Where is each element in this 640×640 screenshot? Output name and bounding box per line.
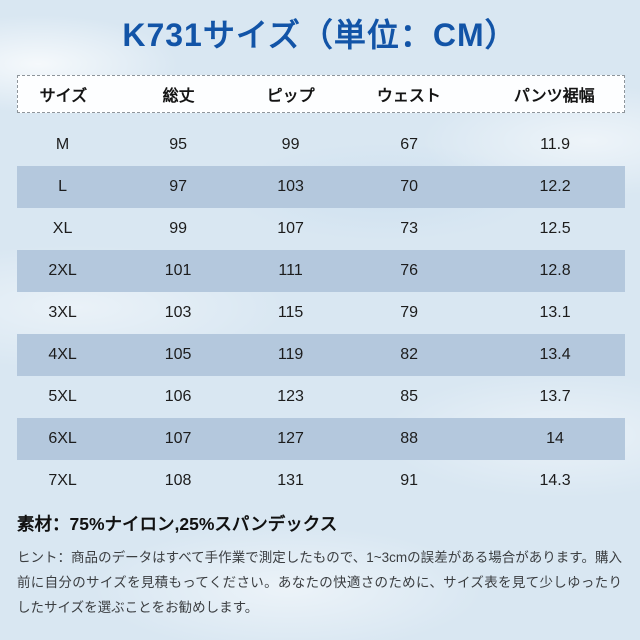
measurement-cell: 13.7 <box>539 388 571 405</box>
measurement-cell: 11.9 <box>540 136 571 153</box>
table-row: M 95 99 67 11.9 <box>17 124 625 166</box>
measurement-cell: 85 <box>400 388 419 405</box>
table-row: 6XL 107 127 88 14 <box>17 418 625 460</box>
measurement-cell: 99 <box>281 136 300 153</box>
measurement-cell: 107 <box>277 220 304 237</box>
size-table-body: M 95 99 67 11.9 L 97 103 70 12.2 XL 99 107 73 12.5 2XL 1… <box>17 124 625 502</box>
measurement-cell: 14.3 <box>539 472 571 489</box>
size-label-cell: 7XL <box>48 472 77 489</box>
table-row: 5XL 106 123 85 13.7 <box>17 376 625 418</box>
measurement-cell: 108 <box>164 472 192 489</box>
size-label-cell: 4XL <box>48 346 77 363</box>
page-title: K731サイズ（単位：CM） <box>122 17 518 53</box>
measurement-cell: 76 <box>400 262 419 279</box>
hint-text: ヒント：商品のデータはすべて手作業で測定したもので、1~3cmの誤差がある場合が… <box>17 550 622 615</box>
measurement-cell: 82 <box>400 346 419 363</box>
table-row: 3XL 103 115 79 13.1 <box>17 292 625 334</box>
size-table-header-row: サイズ 総丈 ピップ ウェスト パンツ裾幅 <box>17 75 625 113</box>
measurement-cell: 103 <box>164 304 192 321</box>
material-text: 素材：75%ナイロン,25%スパンデックス <box>17 514 338 534</box>
measurement-cell: 131 <box>277 472 304 489</box>
measurement-cell: 106 <box>164 388 192 405</box>
column-header: サイズ <box>39 88 88 105</box>
measurement-cell: 99 <box>169 220 187 237</box>
size-label-cell: M <box>55 136 70 153</box>
measurement-cell: 88 <box>400 430 419 447</box>
size-label-cell: XL <box>52 220 73 237</box>
measurement-cell: 12.2 <box>539 178 571 195</box>
size-label-cell: 6XL <box>48 430 77 447</box>
size-label-cell: L <box>58 178 68 195</box>
measurement-cell: 97 <box>169 178 187 195</box>
measurement-cell: 95 <box>169 136 187 153</box>
measurement-cell: 103 <box>277 178 304 195</box>
measurement-cell: 107 <box>164 430 192 447</box>
column-header: ウェスト <box>376 88 441 105</box>
size-label-cell: 2XL <box>48 262 77 279</box>
measurement-cell: 127 <box>277 430 304 447</box>
column-header: ピップ <box>266 88 315 105</box>
table-row: L 97 103 70 12.2 <box>17 166 625 208</box>
measurement-cell: 111 <box>278 262 303 279</box>
size-label-cell: 3XL <box>48 304 77 321</box>
column-header: 総丈 <box>162 88 195 105</box>
table-row: XL 99 107 73 12.5 <box>17 208 625 250</box>
measurement-cell: 115 <box>277 304 304 321</box>
measurement-cell: 79 <box>400 304 419 321</box>
measurement-cell: 13.1 <box>539 304 571 321</box>
measurement-cell: 70 <box>400 178 419 195</box>
measurement-cell: 101 <box>164 262 192 279</box>
measurement-cell: 73 <box>400 220 419 237</box>
measurement-cell: 123 <box>277 388 304 405</box>
size-label-cell: 5XL <box>48 388 77 405</box>
measurement-cell: 12.8 <box>539 262 571 279</box>
measurement-cell: 91 <box>400 472 419 489</box>
measurement-cell: 12.5 <box>539 220 571 237</box>
measurement-cell: 13.4 <box>539 346 571 363</box>
measurement-cell: 119 <box>277 346 304 363</box>
measurement-cell: 67 <box>400 136 419 153</box>
table-row: 4XL 105 119 82 13.4 <box>17 334 625 376</box>
size-table: サイズ 総丈 ピップ ウェスト パンツ裾幅 M 95 99 67 11.9 L 97 103 70 12.… <box>17 75 625 502</box>
measurement-cell: 14 <box>546 430 564 447</box>
column-header: パンツ裾幅 <box>513 88 595 105</box>
measurement-cell: 105 <box>164 346 192 363</box>
table-row: 7XL 108 131 91 14.3 <box>17 460 625 502</box>
table-row: 2XL 101 111 76 12.8 <box>17 250 625 292</box>
